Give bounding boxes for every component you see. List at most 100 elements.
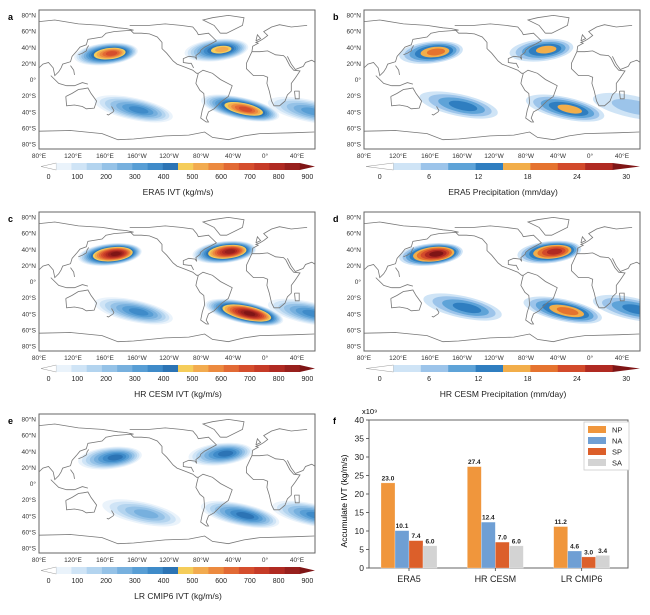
colorbar-segment [503, 163, 531, 170]
map-field-e [39, 414, 315, 553]
colorbar-segment [585, 365, 613, 372]
colorbar-segment [238, 567, 255, 574]
bar-sp-lr-cmip6 [581, 556, 596, 569]
y-tick-label: 25 [355, 471, 365, 481]
map-a-svg: a 80°N 60°N 40°N 20°N 0° 20°S 40°S 60°S 80°S 80°E 1… [8, 9, 316, 197]
bar-value-label: 4.6 [570, 543, 579, 550]
colorbar-tick-label: 400 [158, 578, 170, 585]
colorbar-segment [162, 365, 179, 372]
colorbar-segment [178, 567, 194, 574]
colorbar-segment [40, 364, 57, 373]
colorbar-segment [393, 365, 422, 372]
colorbar-tick-label: 200 [100, 174, 112, 181]
map-e-svg: e 80°N 60°N 40°N 20°N 0° 20°S 40°S 60°S 80°S 80°E 1… [8, 413, 316, 601]
bar-value-label: 10.1 [396, 523, 409, 530]
y-tick-label: 0 [359, 563, 364, 573]
moisture-band-north-pacific [399, 243, 463, 266]
lon-tick-label: 120°W [484, 152, 504, 160]
lon-tick-label: 80°E [32, 556, 47, 564]
lon-tick-label: 160°E [421, 354, 439, 362]
lat-tick-label: 20°S [22, 294, 37, 302]
x-tick-label: ERA5 [397, 574, 421, 584]
lat-tick-label: 40°N [21, 448, 36, 456]
colorbar-segment [56, 365, 72, 372]
lon-tick-label: 120°E [64, 354, 82, 362]
colorbar-segment [299, 163, 315, 170]
colorbar-segment [101, 365, 118, 372]
moisture-band-south-indian [271, 500, 315, 528]
lon-tick-label: 160°W [127, 354, 147, 362]
bar-na-era5 [394, 530, 410, 569]
lon-tick-label: 40°W [550, 152, 567, 160]
colorbar-segment [299, 365, 315, 372]
colorbar-segment [612, 163, 640, 170]
colorbar-tick-label: 100 [72, 174, 84, 181]
colorbar-a [40, 162, 315, 171]
lat-tick-label: 60°N [346, 28, 361, 36]
lon-tick-label: 40°E [290, 152, 305, 160]
map-panel-e: e 80°N 60°N 40°N 20°N 0° 20°S 40°S 60°S 80°S 80°E 1… [0, 404, 325, 610]
colorbar-tick-label: 24 [573, 376, 581, 383]
moisture-band-south-pacific [423, 293, 502, 321]
colorbar-tick-label: 12 [474, 174, 482, 181]
colorbar-tick-label: 100 [72, 578, 84, 585]
colorbar-tick-label: 500 [187, 578, 199, 585]
lat-tick-label: 20°S [22, 92, 37, 100]
moisture-band-north-atlantic [184, 38, 249, 62]
colorbar-tick-label: 700 [244, 578, 256, 585]
colorbar-segment [117, 567, 133, 574]
bar-sa-lr-cmip6 [595, 555, 610, 569]
moisture-band-south-indian [267, 96, 315, 124]
colorbar-tick-label: 12 [474, 376, 482, 383]
bar-value-label: 3.4 [598, 548, 607, 555]
bar-value-label: 27.4 [468, 459, 481, 466]
lat-tick-label: 60°S [22, 124, 37, 132]
lon-tick-label: 0° [262, 354, 269, 362]
colorbar-title-c: HR CESM IVT (kg/m/s) [134, 389, 222, 399]
lon-tick-label: 80°W [193, 354, 210, 362]
lon-tick-label: 40°E [615, 354, 630, 362]
colorbar-segment [284, 567, 301, 574]
colorbar-tick-label: 800 [273, 174, 285, 181]
colorbar-segment [612, 365, 640, 372]
colorbar-segment [365, 364, 394, 373]
colorbar-segment [71, 365, 87, 372]
colorbar-title-d: HR CESM Precipitation (mm/day) [440, 389, 567, 399]
map-field-d [364, 212, 640, 351]
lat-tick-label: 80°N [21, 214, 36, 222]
lat-tick-label: 60°N [21, 432, 36, 440]
bar-sa-hr-cesm [509, 545, 524, 569]
lat-tick-label: 60°S [347, 326, 362, 334]
moisture-band-north-pacific [78, 446, 142, 470]
colorbar-c [40, 364, 315, 373]
lat-tick-label: 80°S [22, 343, 37, 351]
lat-tick-label: 40°S [347, 310, 362, 318]
legend-label-na: NA [612, 437, 622, 446]
colorbar-segment [420, 163, 449, 170]
y-tick-label: 30 [355, 452, 365, 462]
map-d-svg: d 80°N 60°N 40°N 20°N 0° 20°S 40°S 60°S 80°S 80°E 1… [333, 211, 641, 399]
colorbar-tick-label: 400 [158, 174, 170, 181]
colorbar-segment [585, 163, 613, 170]
lat-tick-label: 60°N [21, 230, 36, 238]
colorbar-tick-label: 700 [244, 174, 256, 181]
colorbar-tick-label: 30 [622, 376, 630, 383]
bar-value-label: 3.0 [584, 549, 593, 556]
panel-label-e: e [8, 416, 13, 426]
colorbar-segment [208, 567, 224, 574]
bar-np-era5 [380, 482, 396, 569]
colorbar-segment [147, 567, 164, 574]
lat-tick-label: 20°N [346, 262, 361, 270]
lon-tick-label: 120°W [159, 354, 179, 362]
colorbar-tick-label: 30 [622, 174, 630, 181]
colorbar-segment [393, 163, 422, 170]
colorbar-segment [162, 163, 179, 170]
y-tick-label: 35 [355, 434, 365, 444]
colorbar-segment [299, 567, 315, 574]
colorbar-segment [193, 365, 209, 372]
legend-swatch-sp [588, 448, 606, 455]
colorbar-segment [71, 567, 87, 574]
lon-tick-label: 120°E [389, 152, 407, 160]
bar-value-label: 6.0 [512, 538, 521, 545]
colorbar-tick-label: 900 [302, 174, 314, 181]
